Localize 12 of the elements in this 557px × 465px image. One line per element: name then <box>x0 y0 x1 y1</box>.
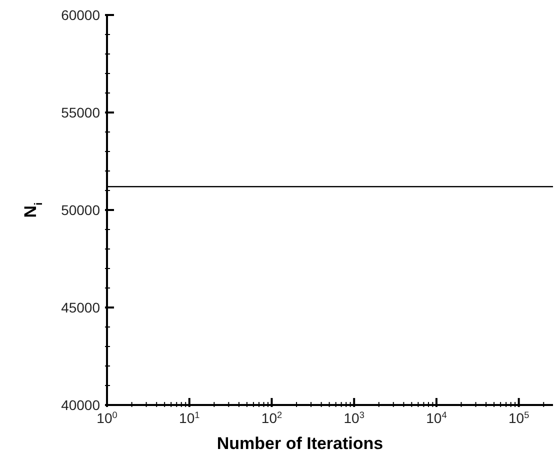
x-tick-label: 10$^{2}$ <box>261 410 282 426</box>
x-tick-label: 10$^{1}$ <box>179 410 200 426</box>
x-tick-label: 10$^{5}$ <box>508 410 530 426</box>
y-tick-label: 45000 <box>61 300 100 316</box>
y-tick-label: 40000 <box>61 397 100 413</box>
y-tick-label: 55000 <box>61 104 100 120</box>
y-tick-label: 60000 <box>61 7 100 23</box>
x-tick-label: 10$^{4}$ <box>426 410 447 426</box>
x-tick-label: 10$^{0}$ <box>96 410 118 426</box>
y-tick-label: 50000 <box>61 202 100 218</box>
x-axis-title: Number of Iterations <box>216 434 384 453</box>
x-tick-label: 10$^{3}$ <box>344 410 364 426</box>
